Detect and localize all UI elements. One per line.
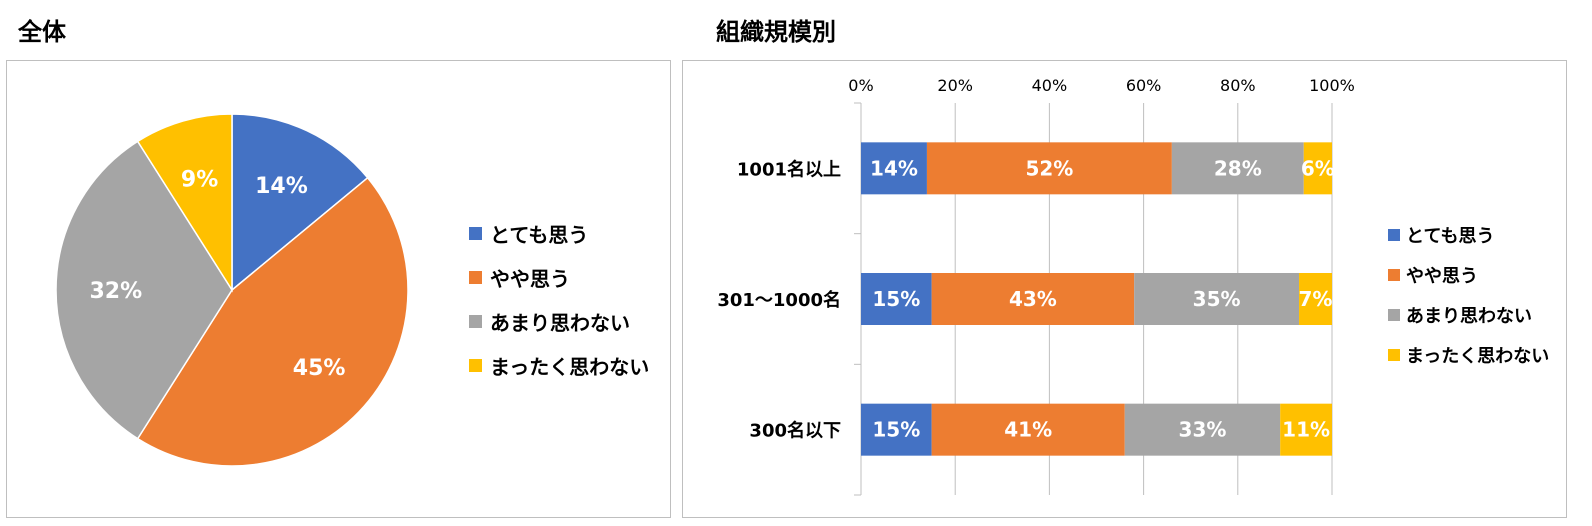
bar-segment-somewhat [926, 142, 1172, 195]
bar-value-label: 41% [1004, 418, 1052, 442]
legend-swatch-not-much [1388, 309, 1400, 321]
bar-segment-not-at-all [1303, 142, 1332, 195]
bar-value-label: 52% [1025, 156, 1073, 180]
x-tick-label: 60% [1126, 76, 1162, 95]
bar-legend: とても思う やや思う あまり思わない まったく思わない [1388, 215, 1549, 375]
pie-value-label: 14% [255, 174, 308, 199]
overall-title: 全体 [18, 18, 66, 46]
x-tick-label: 100% [1309, 76, 1355, 95]
bar-segment-very [861, 403, 932, 456]
legend-swatch-not-at-all [1388, 349, 1400, 361]
pie-slice-somewhat [136, 176, 409, 467]
bar-segment-not-at-all [1299, 273, 1332, 325]
legend-swatch-somewhat [1388, 269, 1400, 281]
pie-slice-not-at-all [136, 113, 233, 293]
legend-swatch-very [469, 226, 482, 240]
bar-segment-very [861, 273, 932, 325]
legend-swatch-somewhat [469, 270, 482, 284]
pie-slice-not-much [55, 140, 233, 440]
bar-segment-not-much [1134, 273, 1300, 325]
by-org-size-title: 組織規模別 [716, 18, 836, 46]
legend-label: とても思う [1406, 226, 1495, 247]
legend-label: とても思う [490, 222, 589, 247]
bar-value-label: 33% [1179, 418, 1227, 442]
legend-item-not-much: あまり思わない [1388, 295, 1549, 335]
pie-chart: 14% 45% 32% 9% [55, 113, 409, 467]
bar-value-label: 7% [1299, 287, 1333, 311]
x-tick-label: 80% [1220, 76, 1256, 95]
x-tick-label: 0% [848, 76, 873, 95]
legend-label: やや思う [1406, 266, 1478, 287]
bar-segment-not-at-all [1280, 403, 1332, 456]
bar-segment-not-much [1171, 142, 1304, 195]
bar-segment-somewhat [931, 403, 1125, 456]
category-label: 301～1000名 [717, 289, 841, 311]
x-tick-label: 40% [1032, 76, 1068, 95]
bar-value-label: 11% [1282, 418, 1330, 442]
bar-value-label: 28% [1214, 156, 1262, 180]
bar-value-label: 6% [1301, 156, 1335, 180]
pie-slice-very [231, 113, 369, 292]
bar-segment-somewhat [931, 273, 1135, 325]
pie-value-label: 9% [181, 167, 218, 192]
category-label: 1001名以上 [737, 158, 841, 180]
bar-value-label: 15% [872, 418, 920, 442]
legend-label: まったく思わない [1406, 346, 1550, 367]
bar-chart-panel: 0% 20% 40% 60% 80% 100% 1001名以上 14% 52% 28% 6% 301～… [682, 60, 1567, 518]
bar-value-label: 14% [870, 156, 918, 180]
bar-value-label: 15% [872, 287, 920, 311]
legend-item-not-much: あまり思わない [469, 299, 649, 343]
legend-item-somewhat: やや思う [1388, 255, 1549, 295]
legend-label: やや思う [490, 266, 570, 291]
category-label: 300名以下 [749, 420, 841, 442]
legend-item-not-at-all: まったく思わない [469, 343, 649, 387]
pie-value-label: 45% [293, 356, 346, 381]
legend-item-not-at-all: まったく思わない [1388, 335, 1549, 375]
pie-chart-panel: 14% 45% 32% 9% とても思う やや思う あまり思わない まったく思わない [6, 60, 671, 518]
legend-swatch-very [1388, 229, 1400, 241]
bar-segment-not-much [1124, 403, 1281, 456]
x-tick-label: 20% [937, 76, 973, 95]
legend-label: あまり思わない [1406, 306, 1532, 327]
pie-value-label: 32% [90, 279, 143, 304]
pie-legend: とても思う やや思う あまり思わない まったく思わない [469, 211, 649, 387]
legend-item-somewhat: やや思う [469, 255, 649, 299]
bar-segment-very [861, 142, 927, 195]
bar-value-label: 35% [1193, 287, 1241, 311]
bar-value-label: 43% [1009, 287, 1057, 311]
legend-swatch-not-at-all [469, 358, 482, 372]
legend-label: あまり思わない [490, 310, 630, 335]
legend-item-very: とても思う [1388, 215, 1549, 255]
legend-swatch-not-much [469, 314, 482, 328]
legend-label: まったく思わない [490, 354, 650, 379]
legend-item-very: とても思う [469, 211, 649, 255]
stacked-bar-chart: 0% 20% 40% 60% 80% 100% 1001名以上 14% 52% 28% 6% 301～… [717, 76, 1355, 496]
